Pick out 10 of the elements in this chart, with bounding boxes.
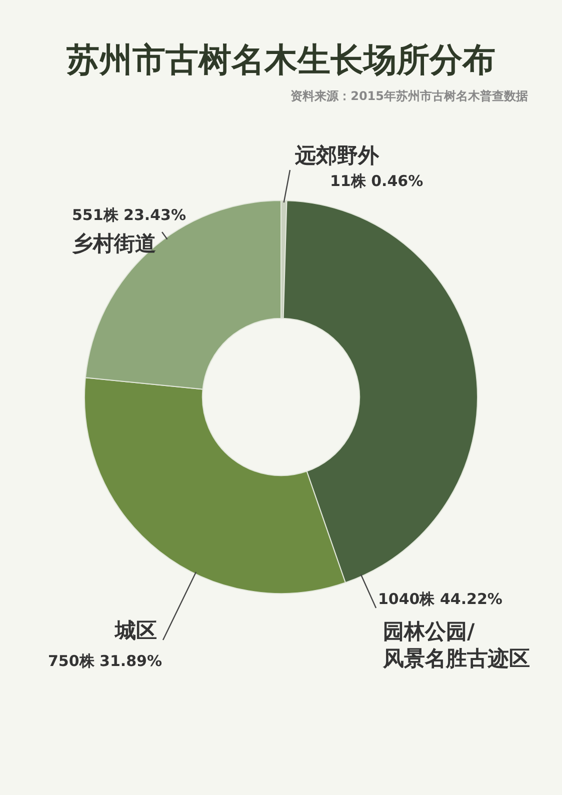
text: 资料来源：2015年苏州市古树名木普查数据 [290, 88, 528, 105]
slice-label: 乡村街道 [72, 231, 156, 256]
slice-label: 远郊野外 [294, 143, 380, 168]
data-label: 551株 23.43% [72, 206, 186, 224]
slice-label: 园林公园/风景名胜古迹区 [382, 619, 530, 670]
chart-title: 苏州市古树名木生长场所分布 [66, 39, 496, 81]
data-label: 11株 0.46% [330, 172, 424, 190]
data-label: 1040株 44.22% [378, 590, 502, 608]
slice-label: 城区 [114, 618, 157, 642]
data-label: 750株 31.89% [48, 652, 162, 670]
